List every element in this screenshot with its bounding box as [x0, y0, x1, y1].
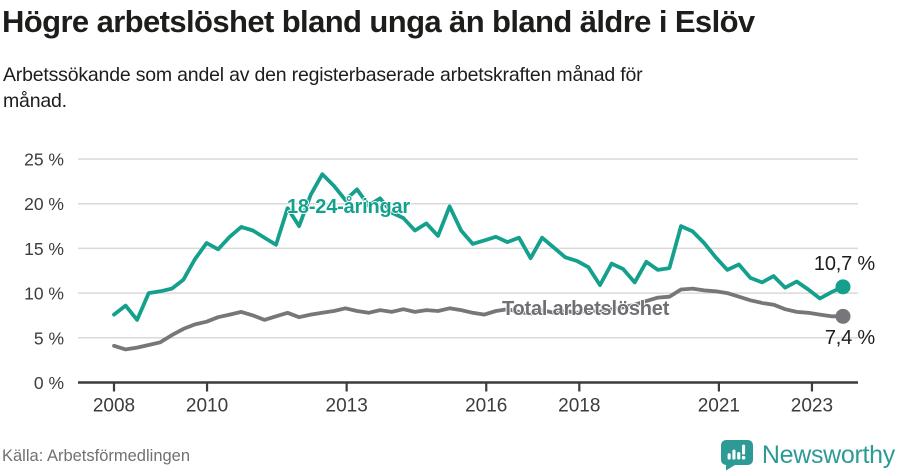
svg-text:2013: 2013 — [326, 396, 368, 417]
page-title: Högre arbetslöshet bland unga än bland ä… — [2, 4, 755, 39]
end-value-label-youth: 10,7 % — [813, 253, 875, 275]
newsworthy-bubble-chart-icon — [720, 440, 753, 471]
svg-text:25 %: 25 % — [24, 150, 64, 170]
svg-text:0 %: 0 % — [34, 373, 64, 393]
chart-subtitle: Arbetssökande som andel av den registerb… — [3, 62, 863, 114]
series-label-youth: 18-24-åringar — [287, 196, 411, 218]
svg-text:15 %: 15 % — [24, 239, 64, 259]
svg-text:2023: 2023 — [791, 396, 833, 417]
svg-text:5 %: 5 % — [34, 328, 64, 348]
end-value-label-total: 7,4 % — [824, 327, 875, 349]
subtitle-line-2: månad. — [3, 90, 67, 112]
svg-text:2010: 2010 — [186, 396, 228, 417]
subtitle-line-1: Arbetssökande som andel av den registerb… — [3, 64, 643, 86]
svg-text:10 %: 10 % — [24, 284, 64, 304]
newsworthy-logo: Newsworthy — [720, 438, 895, 472]
svg-text:2008: 2008 — [93, 396, 135, 417]
svg-text:20 %: 20 % — [24, 194, 64, 214]
series-label-total: Total arbetslöshet — [502, 298, 670, 320]
svg-text:2018: 2018 — [558, 396, 600, 417]
svg-text:2016: 2016 — [465, 396, 507, 417]
svg-text:2021: 2021 — [698, 396, 740, 417]
newsworthy-wordmark: Newsworthy — [761, 440, 895, 469]
source-note: Källa: Arbetsförmedlingen — [2, 447, 191, 465]
